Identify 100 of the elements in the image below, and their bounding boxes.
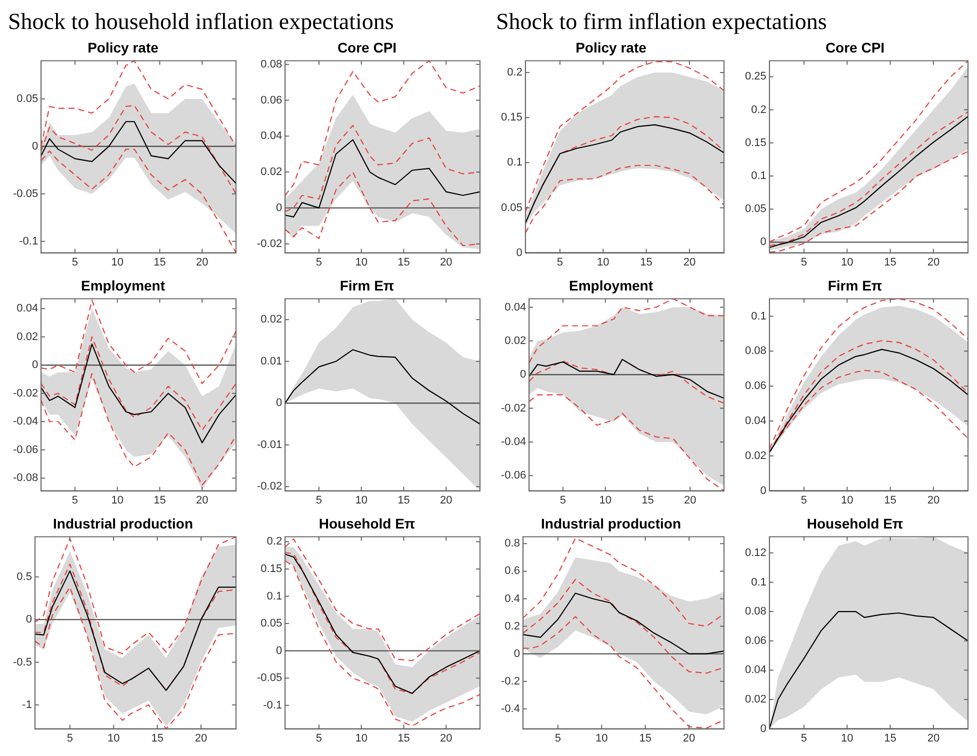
chart-title: Firm Eπ bbox=[340, 277, 394, 294]
y-tick-label: -0.04 bbox=[500, 436, 526, 448]
x-tick-label: 5 bbox=[72, 494, 78, 506]
y-tick-label: 0.1 bbox=[507, 156, 522, 169]
x-tick-label: 10 bbox=[840, 256, 854, 268]
y-tick-label: -0.04 bbox=[12, 416, 38, 428]
y-tick-label: -0.05 bbox=[12, 188, 38, 200]
x-tick-label: 20 bbox=[927, 256, 940, 268]
chart-title: Employment bbox=[568, 277, 654, 294]
x-tick-label: 10 bbox=[599, 494, 612, 506]
y-tick-label: 0 bbox=[26, 614, 32, 626]
y-tick-label: 0.02 bbox=[260, 166, 282, 178]
x-tick-label: 10 bbox=[596, 256, 610, 268]
chart-title: Employment bbox=[80, 277, 166, 294]
y-tick-label: 0 bbox=[276, 397, 282, 410]
x-tick-label: 5 bbox=[556, 256, 564, 268]
x-tick-label: 10 bbox=[111, 256, 124, 268]
y-tick-label: 0.02 bbox=[504, 334, 526, 347]
y-tick-label: -0.02 bbox=[256, 480, 282, 493]
y-tick-label: -0.02 bbox=[256, 238, 282, 250]
y-tick-label: 0.04 bbox=[16, 302, 38, 315]
y-tick-label: 0.8 bbox=[504, 538, 520, 550]
y-tick-label: -0.05 bbox=[256, 672, 282, 684]
y-tick-label: 0.04 bbox=[744, 664, 766, 676]
y-tick-label: -0.08 bbox=[12, 472, 38, 484]
x-tick-label: 20 bbox=[440, 494, 452, 506]
y-tick-label: 0.2 bbox=[507, 66, 522, 79]
chart-title: Core CPI bbox=[337, 39, 397, 56]
x-tick-label: 15 bbox=[154, 494, 166, 506]
x-tick-label: 15 bbox=[398, 494, 410, 506]
y-tick-label: 0 bbox=[276, 644, 282, 657]
x-tick-label: 20 bbox=[682, 732, 696, 744]
x-tick-label: 5 bbox=[560, 494, 566, 506]
y-tick-label: 0.2 bbox=[751, 104, 766, 116]
chart-title: Industrial production bbox=[53, 515, 193, 532]
text: Shock to firm inflation expectations bbox=[496, 9, 827, 34]
x-tick-label: 20 bbox=[440, 732, 452, 744]
x-tick-label: 20 bbox=[684, 494, 696, 506]
y-tick-label: -0.06 bbox=[500, 470, 526, 482]
y-tick-label: 0.05 bbox=[16, 92, 38, 105]
chart-title: Household Eπ bbox=[806, 515, 904, 532]
y-tick-label: 0 bbox=[520, 368, 526, 381]
y-tick-label: 0.15 bbox=[500, 112, 522, 124]
y-tick-label: 0.05 bbox=[500, 202, 522, 214]
y-tick-label: 0.2 bbox=[504, 620, 520, 632]
y-tick-label: 0 bbox=[32, 140, 38, 152]
y-tick-label: -0.2 bbox=[500, 675, 520, 688]
y-tick-label: 0.5 bbox=[16, 570, 32, 583]
y-tick-label: 0.08 bbox=[744, 606, 766, 618]
chart-title: Policy rate bbox=[576, 39, 647, 56]
y-tick-label: 0.15 bbox=[260, 563, 282, 576]
y-tick-label: 0.1 bbox=[266, 590, 282, 602]
x-tick-label: 10 bbox=[355, 732, 368, 744]
y-tick-label: 0.02 bbox=[260, 314, 282, 326]
y-tick-label: 0.2 bbox=[266, 536, 282, 548]
y-tick-label: 0.05 bbox=[260, 618, 282, 630]
x-tick-label: 5 bbox=[554, 732, 561, 744]
x-tick-label: 20 bbox=[196, 256, 208, 268]
x-tick-label: 15 bbox=[639, 732, 652, 744]
x-tick-label: 10 bbox=[596, 732, 608, 744]
x-tick-label: 15 bbox=[884, 732, 896, 744]
y-tick-label: 0.06 bbox=[744, 380, 766, 392]
y-tick-label: 0.25 bbox=[744, 70, 766, 83]
x-tick-label: 15 bbox=[151, 732, 164, 744]
y-tick-label: 0.12 bbox=[744, 546, 766, 559]
x-tick-label: 15 bbox=[884, 494, 896, 506]
x-tick-label: 5 bbox=[316, 494, 322, 506]
x-tick-label: 10 bbox=[840, 732, 854, 744]
y-tick-label: 0 bbox=[516, 246, 522, 259]
y-tick-label: 0.02 bbox=[744, 450, 766, 462]
x-tick-label: 15 bbox=[398, 732, 410, 744]
y-tick-label: 0.06 bbox=[744, 634, 766, 647]
y-tick-label: 0 bbox=[32, 359, 38, 372]
x-tick-label: 5 bbox=[316, 256, 322, 268]
y-tick-label: 0.1 bbox=[751, 170, 766, 182]
x-tick-label: 20 bbox=[194, 732, 208, 744]
y-tick-label: 0.1 bbox=[751, 310, 766, 322]
chart-title: Core CPI bbox=[825, 39, 885, 56]
y-tick-label: 0 bbox=[276, 202, 282, 214]
x-tick-label: 5 bbox=[72, 256, 78, 268]
x-tick-label: 20 bbox=[927, 732, 940, 744]
x-tick-label: 20 bbox=[440, 256, 452, 268]
x-tick-label: 15 bbox=[884, 256, 896, 268]
y-tick-label: -0.02 bbox=[12, 387, 38, 400]
y-tick-label: 0.6 bbox=[504, 565, 520, 578]
x-tick-label: 5 bbox=[316, 732, 322, 744]
chart-title: Firm Eπ bbox=[828, 277, 882, 294]
x-tick-label: 5 bbox=[800, 494, 808, 506]
y-tick-label: 0.04 bbox=[744, 415, 766, 428]
y-tick-label: -0.1 bbox=[263, 699, 282, 712]
y-tick-label: 0 bbox=[514, 648, 520, 660]
y-tick-label: 0.01 bbox=[260, 355, 282, 368]
x-tick-label: 20 bbox=[196, 494, 208, 506]
y-tick-label: 0.15 bbox=[744, 136, 766, 149]
y-tick-label: 0.4 bbox=[504, 592, 520, 605]
x-tick-label: 10 bbox=[840, 494, 854, 506]
x-tick-label: 15 bbox=[640, 256, 652, 268]
y-tick-label: 0.05 bbox=[744, 203, 766, 216]
y-tick-label: -0.06 bbox=[12, 444, 38, 456]
x-tick-label: 10 bbox=[111, 494, 124, 506]
